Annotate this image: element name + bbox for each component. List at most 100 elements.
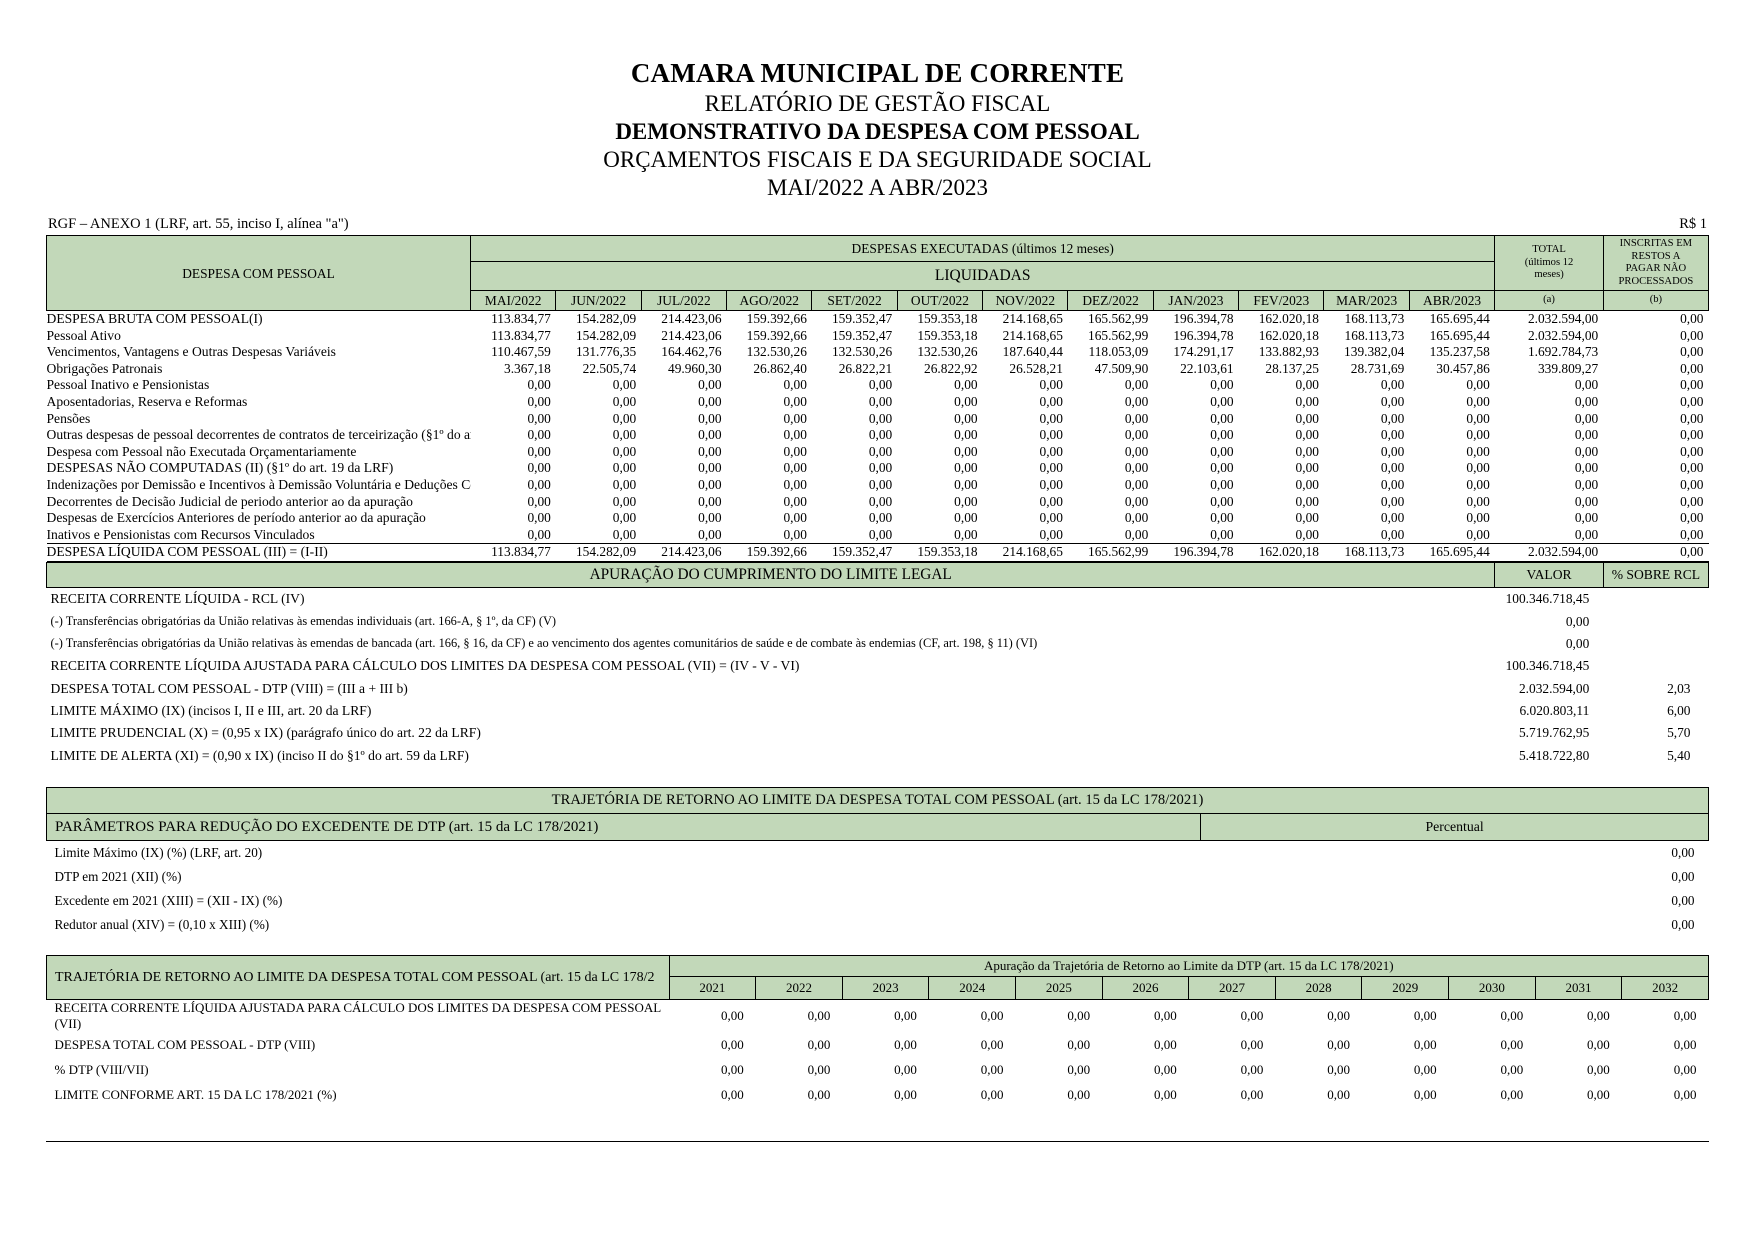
trajetoria-banner: TRAJETÓRIA DE RETORNO AO LIMITE DA DESPE… bbox=[46, 787, 1709, 815]
parametros-title: PARÂMETROS PARA REDUÇÃO DO EXCEDENTE DE … bbox=[45, 813, 1202, 842]
apuracao-valor: 5.418.722,80 bbox=[1518, 747, 1590, 763]
year-cell-value: 0,00 bbox=[1587, 1008, 1610, 1024]
cell-value: 0,00 bbox=[783, 476, 807, 492]
cell-value: 0,00 bbox=[1466, 394, 1490, 410]
cell-total: 0,00 bbox=[1574, 443, 1599, 459]
year-cell-value: 0,00 bbox=[720, 1036, 744, 1052]
param-row: DTP em 2021 (XII) (%) 0,00 bbox=[47, 865, 1709, 889]
cell-value: 0,00 bbox=[1210, 427, 1234, 443]
year-cell-value: 0,00 bbox=[1413, 1008, 1437, 1024]
personnel-expense-table: DESPESA COM PESSOAL DESPESAS EXECUTADAS … bbox=[45, 235, 1710, 562]
cell-value: 154.282,09 bbox=[555, 543, 642, 562]
apuracao-banner: APURAÇÃO DO CUMPRIMENTO DO LIMITE LEGAL bbox=[45, 561, 1496, 588]
cell-value: 0,00 bbox=[527, 443, 551, 459]
year-cell-value: 0,00 bbox=[1587, 1036, 1610, 1052]
col-header-year: 2028 bbox=[1274, 976, 1363, 1001]
inscritas-header-l2: RESTOS A bbox=[1631, 250, 1681, 262]
cell-value: 159.392,66 bbox=[726, 543, 812, 562]
cell-value: 0,00 bbox=[1039, 443, 1063, 459]
cell-value: 0,00 bbox=[1380, 427, 1405, 443]
cell-value: 0,00 bbox=[954, 476, 978, 492]
table-row: DESPESA BRUTA COM PESSOAL(I) 113.834,77 15… bbox=[47, 311, 1709, 328]
cell-value: 22.103,61 bbox=[1180, 360, 1234, 376]
cell-value: 47.509,90 bbox=[1094, 360, 1149, 376]
cell-value: 0,00 bbox=[1380, 526, 1405, 542]
table-row: Inativos e Pensionistas com Recursos Vin… bbox=[47, 527, 1709, 544]
cell-value: 0,00 bbox=[783, 394, 807, 410]
cell-value: 0,00 bbox=[1466, 443, 1490, 459]
col-header-despesa-com-pessoal: DESPESA COM PESSOAL bbox=[45, 235, 472, 312]
cell-inscritas: 0,00 bbox=[1680, 526, 1704, 542]
cell-value: 0,00 bbox=[1295, 510, 1319, 526]
cell-value: 165.562,99 bbox=[1088, 327, 1149, 343]
cell-value: 0,00 bbox=[698, 460, 722, 476]
cell-value: 0,00 bbox=[1210, 394, 1234, 410]
apuracao-pct bbox=[1603, 655, 1708, 677]
apuracao-valor: 2.032.594,00 bbox=[1518, 680, 1590, 696]
cell-value: 0,00 bbox=[1039, 427, 1063, 443]
year-cell-value: 0,00 bbox=[1413, 1061, 1437, 1077]
cell-value: 0,00 bbox=[1295, 476, 1319, 492]
year-cell-value: 0,00 bbox=[980, 1086, 1004, 1102]
cell-value: 0,00 bbox=[868, 493, 893, 509]
cell-value: 168.113,73 bbox=[1344, 311, 1405, 327]
cell-value: 135.237,58 bbox=[1429, 344, 1490, 360]
cell-total: 2.032.594,00 bbox=[1527, 311, 1599, 327]
year-cell-value: 0,00 bbox=[1673, 1061, 1697, 1077]
report-period: MAI/2022 A ABR/2023 bbox=[766, 175, 989, 200]
cell-value: 165.562,99 bbox=[1067, 543, 1154, 562]
cell-value: 0,00 bbox=[527, 410, 551, 426]
cell-value: 0,00 bbox=[1124, 443, 1149, 459]
table-row: Pessoal Inativo e Pensionistas 0,00 0,00 0,… bbox=[47, 377, 1709, 394]
year-cell-value: 0,00 bbox=[807, 1061, 831, 1077]
row-label: DESPESA BRUTA COM PESSOAL(I) bbox=[46, 311, 263, 327]
cell-value: 0,00 bbox=[1295, 410, 1319, 426]
year-cell-value: 0,00 bbox=[1327, 1008, 1350, 1024]
row-label: Pensões bbox=[46, 410, 91, 426]
year-cell-value: 0,00 bbox=[1240, 1008, 1264, 1024]
cell-value: 154.282,09 bbox=[575, 311, 637, 327]
total-header-l1: TOTAL bbox=[1532, 244, 1566, 256]
cell-value: 0,00 bbox=[1210, 410, 1234, 426]
col-header-valor: VALOR bbox=[1494, 561, 1604, 588]
cell-value: 164.462,76 bbox=[661, 344, 722, 360]
apuracao-pct: 5,70 bbox=[1667, 725, 1691, 741]
year-row-label: % DTP (VIII/VII) bbox=[54, 1061, 149, 1077]
table-row: Pessoal Ativo 113.834,77 154.282,09 214.423… bbox=[47, 328, 1709, 345]
cell-value: 0,00 bbox=[1210, 493, 1234, 509]
year-cell-value: 0,00 bbox=[1500, 1036, 1524, 1052]
year-cell-value: 0,00 bbox=[720, 1008, 744, 1024]
apuracao-valor: 6.020.803,11 bbox=[1519, 703, 1590, 719]
apuracao-pct bbox=[1603, 610, 1708, 632]
year-cell-value: 0,00 bbox=[894, 1061, 917, 1077]
cell-value: 0,00 bbox=[1295, 427, 1319, 443]
total-header-l2: (últimos 12 bbox=[1524, 256, 1574, 268]
col-header-year: 2021 bbox=[668, 976, 757, 1001]
cell-value: 28.137,25 bbox=[1265, 360, 1319, 376]
cell-value: 0,00 bbox=[1124, 493, 1149, 509]
row-label: Despesa com Pessoal não Executada Orçame… bbox=[46, 443, 357, 459]
cell-value: 0,00 bbox=[1210, 476, 1234, 492]
cell-value: 132.530,26 bbox=[831, 344, 893, 360]
col-header-year: 2025 bbox=[1015, 976, 1103, 1001]
year-cell-value: 0,00 bbox=[1067, 1036, 1091, 1052]
col-header-year: 2022 bbox=[755, 976, 843, 1001]
cell-value: 0,00 bbox=[527, 427, 551, 443]
cell-value: 0,00 bbox=[527, 493, 551, 509]
year-cell-value: 0,00 bbox=[1154, 1061, 1177, 1077]
col-header-month: FEV/2023 bbox=[1238, 290, 1325, 312]
col-header-month: MAI/2022 bbox=[470, 290, 557, 312]
cell-value: 0,00 bbox=[1039, 526, 1063, 542]
year-cell-value: 0,00 bbox=[1673, 1086, 1697, 1102]
year-cell-value: 0,00 bbox=[720, 1061, 744, 1077]
table-header-row-1: DESPESA COM PESSOAL DESPESAS EXECUTADAS … bbox=[45, 235, 1710, 312]
table-row: Pensões 0,00 0,00 0,00 0,00 0,00 0,00 0,00 0,00 0… bbox=[47, 411, 1709, 428]
cell-value: 159.353,18 bbox=[897, 543, 983, 562]
cell-value: 26.822,21 bbox=[838, 360, 893, 376]
cell-inscritas: 0,00 bbox=[1680, 410, 1704, 426]
apuracao-valor: 100.346.718,45 bbox=[1505, 658, 1590, 674]
cell-value: 0,00 bbox=[783, 377, 807, 393]
cell-total: 2.032.594,00 bbox=[1527, 327, 1599, 343]
cell-value: 159.352,47 bbox=[811, 543, 898, 562]
cell-value: 110.467,59 bbox=[491, 344, 551, 360]
